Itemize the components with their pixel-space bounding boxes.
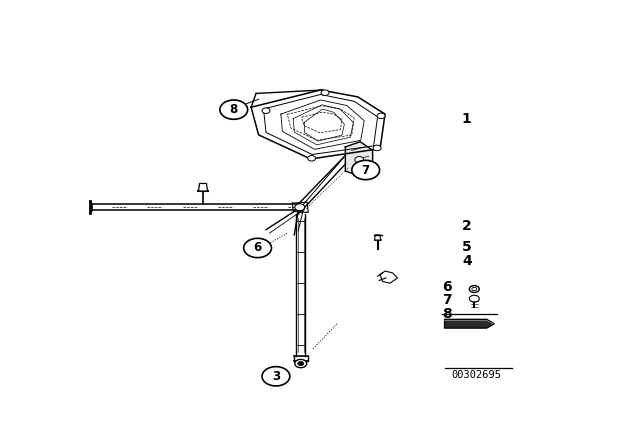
- Circle shape: [244, 238, 271, 258]
- Text: 5: 5: [462, 240, 472, 254]
- Circle shape: [355, 156, 364, 163]
- Circle shape: [298, 362, 304, 366]
- Circle shape: [295, 359, 307, 368]
- Text: 1: 1: [462, 112, 472, 126]
- Text: 2: 2: [462, 219, 472, 233]
- Text: 8: 8: [442, 307, 452, 321]
- Text: 8: 8: [230, 103, 238, 116]
- Polygon shape: [198, 184, 207, 191]
- Circle shape: [220, 100, 248, 119]
- Text: 4: 4: [462, 254, 472, 268]
- Polygon shape: [374, 235, 381, 240]
- Polygon shape: [346, 142, 372, 174]
- Circle shape: [295, 204, 305, 211]
- Polygon shape: [445, 319, 494, 328]
- Circle shape: [262, 366, 290, 386]
- Text: 6: 6: [253, 241, 262, 254]
- Circle shape: [321, 90, 329, 95]
- Text: 3: 3: [272, 370, 280, 383]
- Text: 00302695: 00302695: [452, 370, 502, 379]
- Circle shape: [262, 108, 270, 113]
- Text: 7: 7: [442, 293, 452, 307]
- Circle shape: [469, 295, 479, 302]
- Circle shape: [373, 145, 381, 151]
- Text: 7: 7: [362, 164, 370, 177]
- Text: 6: 6: [442, 280, 452, 293]
- Circle shape: [352, 160, 380, 180]
- Circle shape: [308, 155, 316, 161]
- Circle shape: [377, 113, 385, 119]
